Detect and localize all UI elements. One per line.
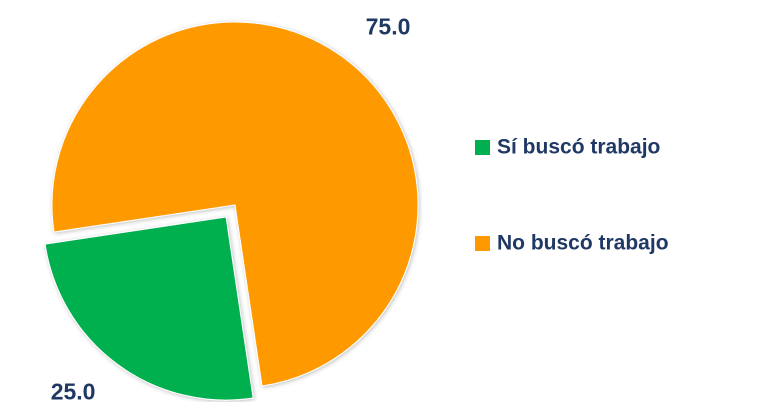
legend-label: No buscó trabajo <box>497 232 669 255</box>
legend-label: Sí buscó trabajo <box>497 136 660 159</box>
pie-slice <box>44 216 254 401</box>
legend-swatch <box>475 236 490 251</box>
value-label: 25.0 <box>51 379 96 402</box>
pie <box>44 21 419 401</box>
legend-swatch <box>475 140 490 155</box>
pie-slice <box>51 21 419 387</box>
value-label: 75.0 <box>366 14 411 40</box>
